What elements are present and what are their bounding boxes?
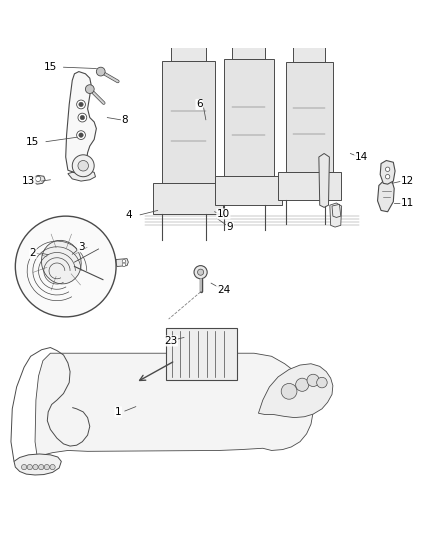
Circle shape [122,260,126,263]
Circle shape [35,176,41,182]
Circle shape [78,160,88,171]
Polygon shape [378,180,394,212]
Polygon shape [293,27,325,62]
Text: 4: 4 [126,210,133,220]
Circle shape [122,263,126,266]
Circle shape [194,265,207,279]
Circle shape [317,377,327,388]
Polygon shape [286,62,333,172]
Text: 15: 15 [26,136,39,147]
Polygon shape [258,364,333,418]
Circle shape [72,155,94,177]
Text: 15: 15 [44,62,57,72]
Polygon shape [330,203,342,227]
Ellipse shape [42,240,81,284]
Text: 23: 23 [164,336,177,346]
Circle shape [39,464,44,470]
Text: 10: 10 [217,209,230,219]
Circle shape [15,216,116,317]
Polygon shape [380,160,395,184]
Polygon shape [153,183,223,214]
Text: 11: 11 [401,198,414,208]
Text: 1: 1 [115,407,122,417]
Polygon shape [278,172,341,200]
Circle shape [85,85,94,93]
Polygon shape [215,175,282,205]
Text: 2: 2 [29,248,36,259]
Circle shape [44,464,49,470]
Polygon shape [224,59,274,175]
Polygon shape [319,154,329,207]
Polygon shape [232,22,265,59]
Circle shape [385,167,390,172]
Circle shape [385,174,390,179]
Text: 13: 13 [22,176,35,186]
Polygon shape [332,204,341,217]
Circle shape [50,464,55,470]
Circle shape [21,464,27,470]
Text: 24: 24 [217,285,230,295]
Polygon shape [171,21,206,61]
Polygon shape [32,175,45,184]
Circle shape [77,100,85,109]
Circle shape [79,133,83,138]
Circle shape [78,113,87,122]
Circle shape [77,131,85,140]
Text: 3: 3 [78,242,85,252]
Circle shape [96,67,105,76]
Polygon shape [162,61,215,183]
Text: 6: 6 [196,100,203,109]
Circle shape [307,374,319,386]
Polygon shape [14,454,61,475]
Polygon shape [68,171,95,181]
Text: 8: 8 [121,115,128,125]
Circle shape [79,102,83,107]
Circle shape [80,115,85,120]
Circle shape [296,378,309,391]
Polygon shape [116,259,128,266]
Polygon shape [66,71,96,174]
Circle shape [27,464,32,470]
Circle shape [33,464,38,470]
Circle shape [281,383,297,399]
Text: 14: 14 [355,152,368,162]
Polygon shape [166,328,237,381]
Circle shape [198,269,204,275]
Text: 12: 12 [401,176,414,186]
Text: 9: 9 [226,222,233,232]
Polygon shape [35,353,313,457]
